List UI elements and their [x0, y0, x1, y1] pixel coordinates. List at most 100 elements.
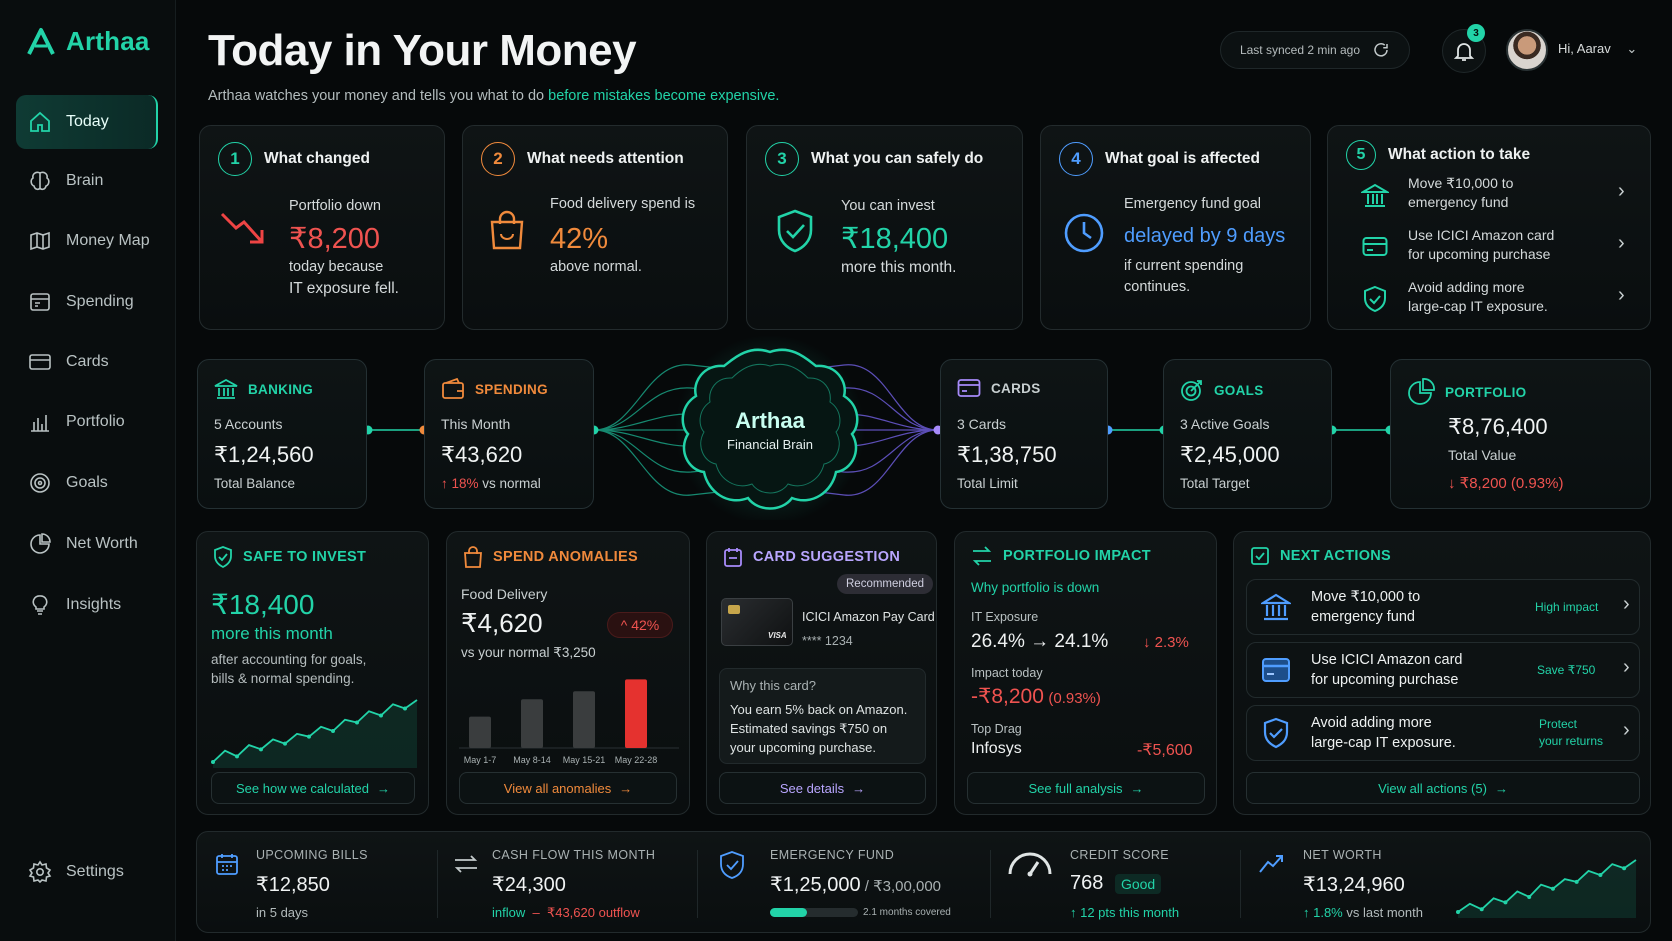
- arrow-right-icon: →: [619, 780, 633, 796]
- drag-label: Top Drag: [971, 722, 1022, 736]
- recommended-badge: Recommended: [837, 574, 933, 594]
- anomaly-bar: [469, 716, 491, 748]
- swap-arrows-icon: [454, 855, 478, 873]
- step-action-item[interactable]: Use ICICI Amazon card for upcoming purch…: [1328, 224, 1652, 276]
- sidebar-item-insights[interactable]: Insights: [16, 578, 158, 632]
- node-spending[interactable]: SPENDING This Month ₹43,620 ↑ 18% vs nor…: [424, 359, 594, 509]
- see-full-analysis-button[interactable]: See full analysis →: [967, 772, 1205, 804]
- card-number: **** 1234: [802, 634, 853, 648]
- step-value: 42%: [550, 223, 609, 255]
- sidebar-item-money-map[interactable]: Money Map: [16, 214, 158, 268]
- map-icon: [30, 231, 50, 251]
- cash-flow-stat[interactable]: CASH FLOW THIS MONTH ₹24,300 inflow – ₹4…: [437, 832, 677, 934]
- chevron-right-icon: ›: [1618, 284, 1625, 306]
- stat-target: / ₹3,00,000: [860, 878, 942, 895]
- net-worth-trend-point: [1479, 907, 1484, 912]
- emergency-fund-stat[interactable]: EMERGENCY FUND ₹1,25,000 / ₹3,00,000 2.1…: [697, 832, 987, 934]
- next-action-item[interactable]: Avoid adding more large-cap IT exposure.…: [1246, 705, 1640, 761]
- stat-label: CASH FLOW THIS MONTH: [492, 848, 656, 862]
- refresh-icon[interactable]: [1372, 41, 1390, 59]
- step-line: Portfolio down: [289, 198, 381, 214]
- next-action-item[interactable]: Use ICICI Amazon card for upcoming purch…: [1246, 642, 1640, 698]
- view-all-anomalies-button[interactable]: View all anomalies →: [459, 772, 677, 804]
- user-menu[interactable]: Hi, Aarav ⌄: [1558, 41, 1637, 57]
- upcoming-bills-stat[interactable]: UPCOMING BILLS ₹12,850 in 5 days: [197, 832, 437, 934]
- sidebar-item-today[interactable]: Today: [16, 95, 158, 149]
- see-details-button[interactable]: See details →: [719, 772, 926, 804]
- step-action-item[interactable]: Move ₹10,000 to emergency fund ›: [1328, 172, 1652, 224]
- app-name: Arthaa: [66, 26, 150, 56]
- step-card-goal-affected[interactable]: 4 What goal is affected Emergency fund go…: [1040, 125, 1311, 330]
- sync-status[interactable]: Last synced 2 min ago: [1220, 31, 1410, 69]
- sidebar-item-portfolio[interactable]: Portfolio: [16, 395, 158, 449]
- shield-check-icon: [777, 209, 813, 253]
- app-logo[interactable]: Arthaa: [26, 26, 150, 57]
- divider: [1240, 850, 1241, 918]
- outflow-label: ₹43,620 outflow: [546, 905, 640, 920]
- sync-text: Last synced 2 min ago: [1239, 43, 1361, 57]
- card-brand: VISA: [768, 631, 787, 640]
- anomaly-normal: vs your normal ₹3,250: [461, 645, 596, 660]
- action-line: large-cap IT exposure.: [1408, 298, 1548, 314]
- anomaly-bar-chart: May 1-7 May 8-14 May 15-21 May 22-28: [459, 679, 679, 765]
- safe-trend-point: [331, 729, 335, 733]
- step-value: ₹8,200: [289, 223, 381, 255]
- brain-title: Arthaa: [735, 408, 805, 433]
- step-card-action[interactable]: 5 What action to take Move ₹10,000 to eme…: [1327, 125, 1651, 330]
- safe-trend-point: [379, 713, 383, 718]
- card-chip: [728, 605, 740, 614]
- next-action-item[interactable]: Move ₹10,000 to emergency fund High impa…: [1246, 579, 1640, 635]
- chevron-right-icon: ›: [1623, 593, 1630, 615]
- node-banking[interactable]: BANKING 5 Accounts ₹1,24,560 Total Balan…: [197, 359, 367, 509]
- target-icon: [1181, 380, 1202, 401]
- step-line: today because: [289, 259, 384, 275]
- safe-sub: more this month: [211, 624, 333, 643]
- step-number: 4: [1059, 142, 1093, 176]
- sidebar-item-cards[interactable]: Cards: [16, 335, 158, 389]
- anomaly-value: ₹4,620: [461, 608, 543, 638]
- shopping-bag-icon: [464, 546, 482, 568]
- node-sub: This Month: [441, 416, 511, 432]
- node-goals[interactable]: GOALS 3 Active Goals ₹2,45,000 Total Tar…: [1163, 359, 1332, 509]
- summary-strip: UPCOMING BILLS ₹12,850 in 5 days CASH FL…: [196, 831, 1651, 933]
- stat-label: CREDIT SCORE: [1070, 848, 1170, 862]
- node-portfolio[interactable]: PORTFOLIO ₹8,76,400 Total Value ↓ ₹8,200…: [1390, 359, 1651, 509]
- flow-dash: –: [532, 905, 540, 920]
- sidebar-item-spending[interactable]: Spending: [16, 275, 158, 329]
- stat-sub: vs last month: [1342, 905, 1423, 920]
- why-reason: You earn 5% back on Amazon.: [730, 702, 908, 717]
- credit-score-stat[interactable]: CREDIT SCORE 768 Good ↑ 12 pts this mont…: [990, 832, 1235, 934]
- sidebar-item-brain[interactable]: Brain: [16, 154, 158, 208]
- credit-rating: Good: [1114, 874, 1162, 894]
- step-card-what-changed[interactable]: 1 What changed Portfolio down ₹8,200 toda…: [199, 125, 445, 330]
- checklist-icon: [1251, 547, 1269, 565]
- transfer-icon: [972, 546, 992, 566]
- safe-note: after accounting for goals,: [211, 652, 367, 667]
- anomaly-bar: [573, 691, 595, 748]
- sidebar-item-label: Money Map: [66, 232, 150, 249]
- sidebar-item-label: Today: [66, 113, 109, 130]
- sidebar-item-net-worth[interactable]: Net Worth: [16, 517, 158, 571]
- action-line: emergency fund: [1408, 194, 1509, 210]
- net-worth-stat[interactable]: NET WORTH ₹13,24,960 ↑ 1.8% vs last mont…: [1240, 832, 1650, 934]
- wallet-icon: [442, 378, 464, 399]
- avatar[interactable]: [1506, 29, 1548, 71]
- action-tag: High impact: [1535, 600, 1599, 614]
- chevron-right-icon: ›: [1618, 180, 1625, 202]
- view-all-actions-button[interactable]: View all actions (5) →: [1246, 772, 1640, 804]
- why-card-box: Why this card? You earn 5% back on Amazo…: [719, 668, 926, 764]
- step-action-item[interactable]: Avoid adding more large-cap IT exposure.…: [1328, 276, 1652, 328]
- node-foot: Total Limit: [957, 476, 1018, 491]
- arrow-right-icon: →: [852, 780, 866, 796]
- node-label: PORTFOLIO: [1445, 384, 1527, 400]
- sidebar-item-label: Goals: [66, 474, 108, 491]
- see-how-calculated-button[interactable]: See how we calculated →: [211, 772, 415, 804]
- action-line: for upcoming purchase: [1311, 672, 1459, 688]
- node-cards[interactable]: CARDS 3 Cards ₹1,38,750 Total Limit: [940, 359, 1108, 509]
- sidebar-item-settings[interactable]: Settings: [16, 845, 158, 899]
- greeting: Hi, Aarav: [1558, 41, 1611, 56]
- node-foot: Total Balance: [214, 476, 296, 491]
- step-card-needs-attention[interactable]: 2 What needs attention Food delivery spen…: [462, 125, 728, 330]
- step-card-safely-do[interactable]: 3 What you can safely do You can invest ₹…: [746, 125, 1023, 330]
- sidebar-item-goals[interactable]: Goals: [16, 456, 158, 510]
